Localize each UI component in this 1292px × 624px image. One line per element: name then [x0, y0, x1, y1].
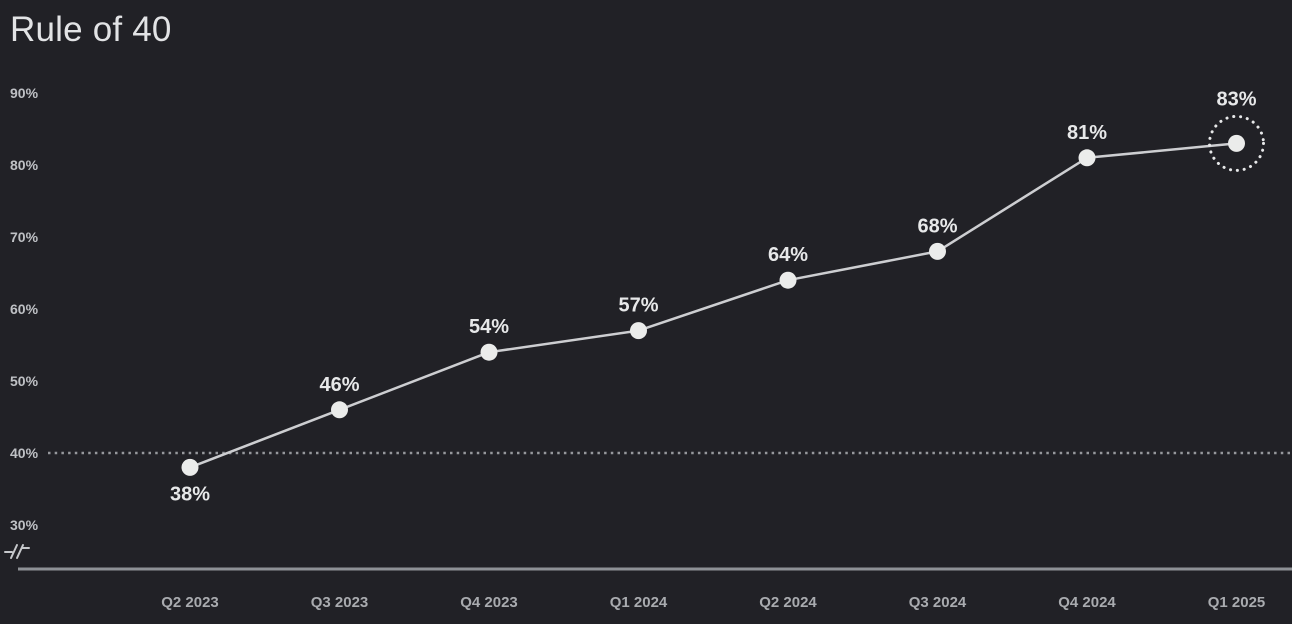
data-label: 83%: [1216, 88, 1256, 110]
highlight-dashed-ring: [1208, 114, 1265, 172]
x-axis-labels: Q2 2023 Q3 2023 Q4 2023 Q1 2024 Q2 2024 Q3 20…: [161, 594, 1265, 611]
x-axis-label: Q2 2023: [161, 594, 219, 611]
y-axis-label: 30%: [10, 517, 39, 533]
data-point: [480, 343, 498, 361]
x-axis-label: Q4 2023: [460, 594, 518, 611]
chart-title: Rule of 40: [10, 10, 172, 49]
series-group: 38% 46% 54% 57% 64% 68% 81% 83%: [170, 88, 1265, 505]
data-point: [331, 401, 348, 419]
y-axis-label: 80%: [10, 157, 39, 173]
data-point: [181, 458, 199, 476]
x-axis-label: Q1 2025: [1208, 594, 1266, 611]
data-label: 81%: [1067, 122, 1107, 144]
y-axis-labels: 90% 80% 70% 60% 50% 40% 30%: [10, 85, 39, 533]
y-axis-label: 90%: [10, 85, 39, 101]
data-label: 68%: [917, 215, 957, 237]
x-axis-label: Q2 2024: [759, 594, 817, 611]
data-label: 57%: [618, 295, 658, 317]
y-axis-label: 50%: [10, 373, 39, 389]
data-point: [929, 242, 946, 260]
data-label: 46%: [319, 374, 359, 396]
data-point: [779, 271, 797, 289]
data-point: [1228, 134, 1245, 152]
x-axis-label: Q3 2023: [311, 594, 369, 611]
axis-break-icon: [4, 544, 30, 559]
x-axis-label: Q4 2024: [1058, 594, 1116, 611]
data-label: 38%: [170, 483, 210, 505]
data-point: [630, 322, 647, 340]
data-label: 54%: [469, 316, 509, 338]
y-axis-label: 60%: [10, 301, 39, 317]
data-point: [1078, 149, 1096, 167]
y-axis-label: 40%: [10, 445, 39, 461]
series-line: [189, 142, 1237, 469]
x-axis-label: Q3 2024: [909, 594, 967, 611]
y-axis-label: 70%: [10, 229, 39, 245]
x-axis-label: Q1 2024: [610, 594, 668, 611]
data-label: 64%: [768, 244, 808, 266]
